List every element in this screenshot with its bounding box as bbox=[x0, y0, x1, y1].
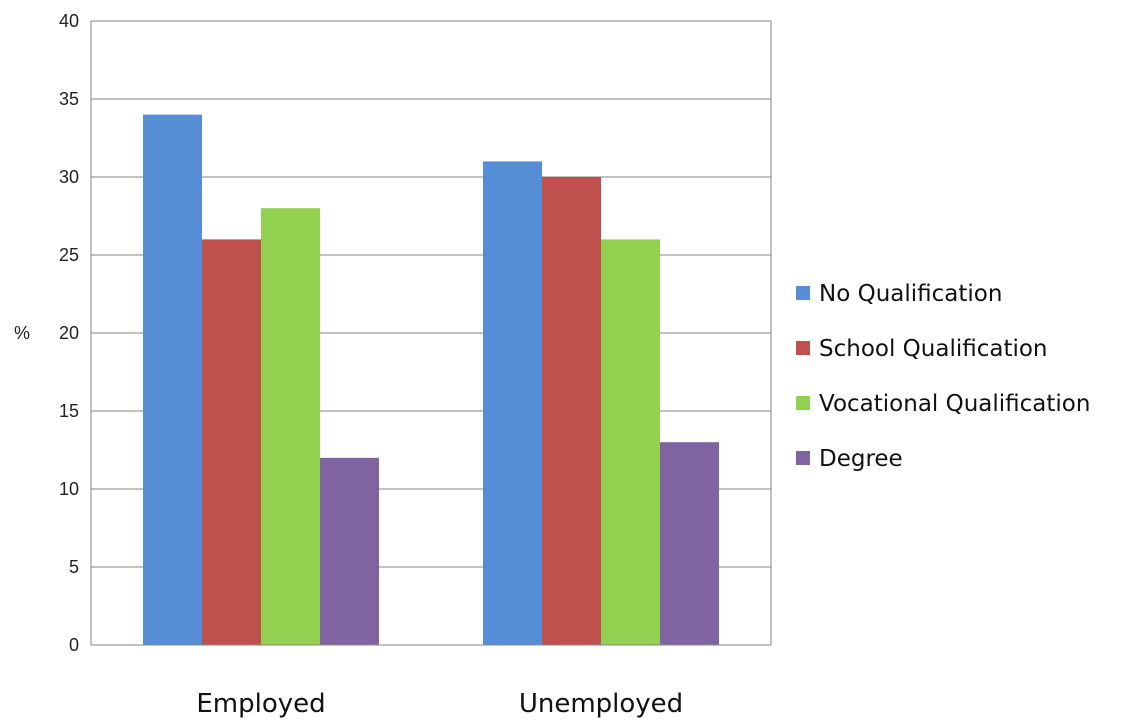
legend-swatch bbox=[796, 286, 810, 300]
legend: No Qualification School Qualification Voca… bbox=[796, 281, 1090, 472]
bar bbox=[320, 457, 379, 645]
y-tick-label: 10 bbox=[59, 479, 79, 499]
legend-swatch bbox=[796, 396, 810, 410]
legend-swatch bbox=[796, 341, 810, 355]
plot-area-frame bbox=[90, 20, 772, 646]
bar bbox=[483, 161, 542, 645]
y-axis-label: % bbox=[14, 323, 30, 343]
bar bbox=[261, 208, 320, 645]
bar bbox=[202, 239, 261, 645]
legend-swatch bbox=[796, 451, 810, 465]
y-tick-label: 5 bbox=[69, 557, 79, 577]
bar bbox=[660, 442, 719, 645]
y-tick-label: 0 bbox=[69, 635, 79, 655]
x-axis-categories: Employed Unemployed bbox=[196, 689, 683, 719]
bar bbox=[601, 239, 660, 645]
y-tick-label: 30 bbox=[59, 167, 79, 187]
y-axis-ticks: 0 5 10 15 20 25 30 35 40 bbox=[59, 11, 79, 655]
bars bbox=[143, 114, 719, 646]
x-category-label: Unemployed bbox=[519, 689, 683, 719]
bar bbox=[542, 177, 601, 645]
y-tick-label: 20 bbox=[59, 323, 79, 343]
x-category-label: Employed bbox=[196, 689, 325, 719]
y-tick-label: 15 bbox=[59, 401, 79, 421]
bar bbox=[143, 114, 202, 646]
y-tick-label: 25 bbox=[59, 245, 79, 265]
legend-entry: Vocational Qualification bbox=[819, 391, 1090, 417]
y-tick-label: 40 bbox=[59, 11, 79, 31]
legend-entry: School Qualification bbox=[819, 336, 1048, 362]
y-tick-label: 35 bbox=[59, 89, 79, 109]
legend-entry: No Qualification bbox=[819, 281, 1002, 307]
legend-entry: Degree bbox=[819, 446, 903, 472]
